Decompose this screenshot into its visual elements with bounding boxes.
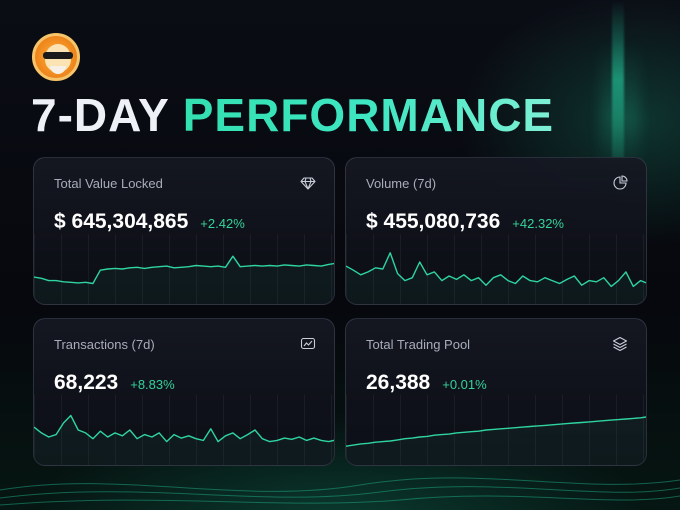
sun-mascot-logo-icon bbox=[32, 33, 80, 81]
card-change: +0.01% bbox=[442, 377, 487, 392]
card-transactions-7d: Transactions (7d) 68,223 +8.83% bbox=[33, 318, 335, 466]
sparkline-line bbox=[34, 414, 334, 443]
card-total-value-locked: Total Value Locked $ 645,304,865 +2.42% bbox=[33, 157, 335, 305]
layers-icon bbox=[612, 336, 628, 352]
card-value: $ 645,304,865 bbox=[54, 210, 189, 233]
card-label: Total Value Locked bbox=[54, 176, 163, 191]
card-change: +2.42% bbox=[200, 216, 245, 231]
card-change: +42.32% bbox=[512, 216, 564, 231]
sparkline-line bbox=[346, 252, 646, 288]
sparkline-area bbox=[346, 416, 646, 465]
sparkline bbox=[346, 252, 646, 304]
card-change: +8.83% bbox=[130, 377, 175, 392]
sparkline-line bbox=[346, 416, 646, 447]
activity-chart-icon bbox=[300, 337, 316, 350]
background-wave-decoration bbox=[0, 477, 680, 506]
card-total-trading-pool: Total Trading Pool 26,388 +0.01% bbox=[345, 318, 647, 466]
card-label: Total Trading Pool bbox=[366, 337, 471, 352]
pie-chart-icon bbox=[613, 175, 628, 190]
card-value: 68,223 bbox=[54, 371, 119, 394]
sparkline-area bbox=[34, 415, 334, 465]
card-value: $ 455,080,736 bbox=[366, 210, 501, 233]
card-volume-7d: Volume (7d) $ 455,080,736 +42.32% bbox=[345, 157, 647, 305]
page-title: 7-DAY PERFORMANCE bbox=[31, 88, 554, 142]
diamond-icon bbox=[300, 177, 316, 190]
sparkline bbox=[34, 255, 334, 304]
title-part-1: 7-DAY bbox=[31, 89, 169, 141]
sparkline bbox=[34, 414, 334, 465]
title-part-2: PERFORMANCE bbox=[182, 89, 555, 141]
sparkline-line bbox=[34, 255, 334, 285]
card-label: Transactions (7d) bbox=[54, 337, 155, 352]
card-label: Volume (7d) bbox=[366, 176, 437, 191]
light-beam bbox=[612, 0, 624, 160]
sparkline bbox=[346, 416, 646, 465]
sparkline-area bbox=[34, 256, 334, 304]
card-value: 26,388 bbox=[366, 371, 431, 394]
